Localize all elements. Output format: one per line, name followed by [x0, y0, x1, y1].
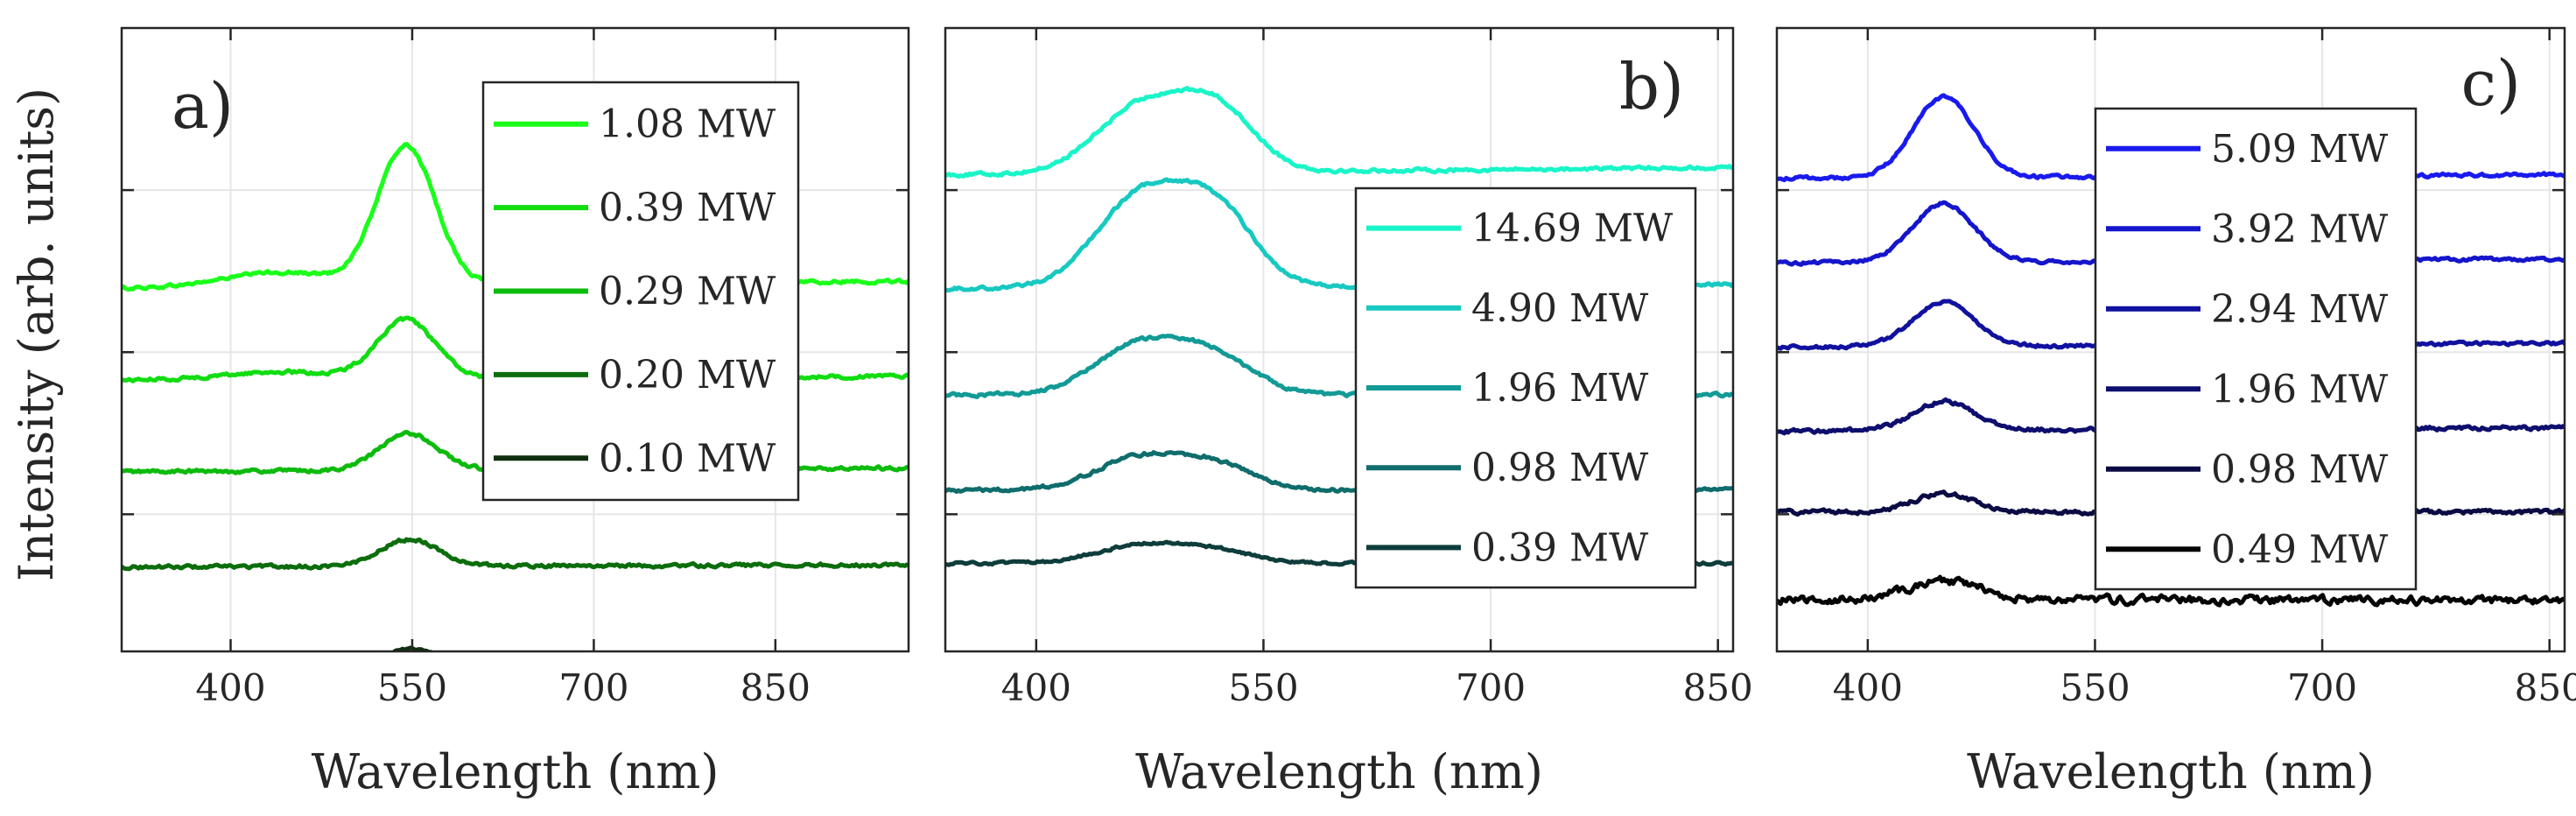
legend: 5.09 MW 3.92 MW 2.94 MW 1.96 MW 0.98 MW 0.49 … — [2094, 107, 2418, 591]
series-line-0_49-MW — [1777, 574, 2565, 608]
x-axis-title: Wavelength (nm) — [1967, 744, 2375, 799]
legend-entry: 4.90 MW — [1471, 286, 1649, 331]
legend-entry: 1.96 MW — [1471, 366, 1649, 411]
legend-entry: 3.92 MW — [2211, 207, 2389, 251]
x-tick-label: 700 — [2287, 666, 2357, 709]
legend-entry: 0.98 MW — [1471, 446, 1649, 490]
legend-entry: 0.49 MW — [2211, 527, 2389, 572]
x-tick-label: 400 — [195, 666, 265, 709]
legend-entry: 0.39 MW — [599, 186, 776, 230]
panel-label: c) — [2461, 46, 2521, 120]
panel-b: 400 550 700 850 Wavelength (nm) b) 14.69 MW 4.9… — [944, 26, 1753, 799]
x-axis-title: Wavelength (nm) — [1135, 744, 1543, 799]
plot-frame — [944, 26, 1735, 653]
panel-c: 400 550 700 850 Wavelength (nm) c) 5.09 MW 3.92… — [1775, 26, 2576, 799]
legend-entry: 5.09 MW — [2211, 127, 2389, 172]
x-tick-label: 550 — [377, 666, 447, 709]
legend: 14.69 MW 4.90 MW 1.96 MW 0.98 MW 0.39 MW — [1354, 186, 1697, 589]
x-tick-label: 850 — [1683, 666, 1753, 709]
x-tick-label: 400 — [1001, 666, 1071, 709]
legend: 1.08 MW 0.39 MW 0.29 MW 0.20 MW 0.10 MW — [481, 81, 800, 502]
x-tick-label: 700 — [1456, 666, 1526, 709]
panel-label: a) — [172, 69, 234, 143]
x-axis-title: Wavelength (nm) — [312, 744, 719, 799]
panel-label: b) — [1619, 50, 1684, 123]
x-tick-label: 400 — [1833, 666, 1903, 709]
x-tick-label: 700 — [558, 666, 628, 709]
legend-entry: 0.20 MW — [599, 353, 776, 397]
legend-entry: 0.98 MW — [2211, 447, 2389, 492]
x-tick-label: 850 — [2515, 666, 2576, 709]
panel-a: 400 550 700 850 Wavelength (nm) a) 1.08 MW 0.39… — [120, 26, 910, 799]
legend-entry: 0.10 MW — [599, 436, 776, 481]
x-tick-label: 550 — [2060, 666, 2130, 709]
y-axis-title: Intensity (arb. units) — [9, 88, 64, 581]
series-line-14_69-MW — [945, 86, 1733, 179]
legend-entry: 1.96 MW — [2211, 367, 2389, 412]
legend-entry: 14.69 MW — [1471, 207, 1674, 251]
legend-entry: 0.39 MW — [1471, 525, 1649, 570]
legend-box — [2094, 107, 2418, 591]
x-tick-label: 550 — [1228, 666, 1298, 709]
plot-frame — [1775, 26, 2566, 653]
x-tick-label: 850 — [741, 666, 811, 709]
legend-entry: 0.29 MW — [599, 270, 776, 314]
plot-frame — [120, 26, 910, 653]
legend-entry: 1.08 MW — [599, 102, 776, 147]
legend-entry: 2.94 MW — [2211, 287, 2389, 332]
series-line-0_20-MW — [122, 537, 909, 572]
